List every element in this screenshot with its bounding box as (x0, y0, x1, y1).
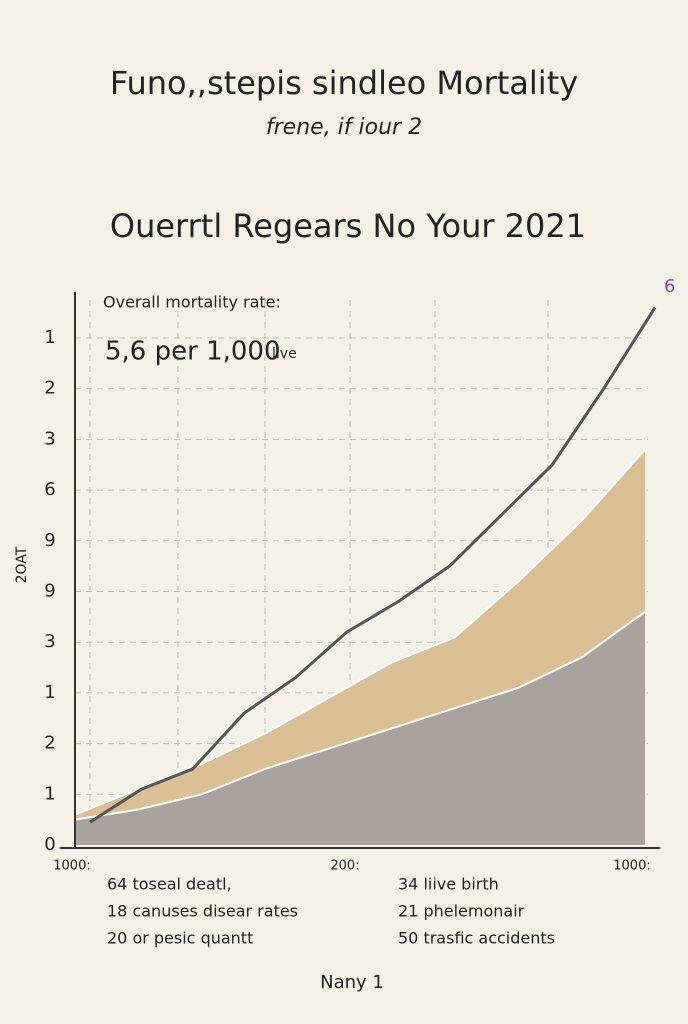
note: 50 trasfic accidents (398, 929, 555, 948)
x-tick-label: 1000: (53, 859, 90, 874)
annotation-value: 5,6 per 1,000 (105, 337, 281, 367)
heading: Ouerrtl Regears No Your 2021 (110, 207, 586, 245)
y-tick-label: 1 (44, 682, 55, 703)
line (89, 306, 657, 824)
corner-label: 6 (664, 276, 675, 297)
annotation-unit: live (272, 346, 297, 362)
y-tick-label: 3 (44, 631, 55, 652)
note: 34 liive birth (398, 875, 499, 894)
note: 18 canuses disear rates (107, 902, 298, 921)
x-tick-label: 1000: (613, 859, 650, 874)
x-tick-label: 200: (330, 859, 359, 874)
y-tick-label: 6 (44, 479, 55, 500)
y-tick-label: 0 (44, 834, 55, 855)
chart-title: Funo,,stepis sindleo Mortality (110, 64, 578, 102)
note: 20 or pesic quantt (107, 929, 253, 948)
y-tick-label: 1 (44, 783, 55, 804)
footer: Nany 1 (320, 972, 384, 993)
y-tick-label: 9 (44, 530, 55, 551)
y-tick-label: 1 (44, 327, 55, 348)
note: 64 toseal deatl, (107, 875, 232, 894)
area (75, 611, 645, 845)
y-tick-label: 2 (44, 733, 55, 754)
note: 21 phelemonair (398, 902, 525, 921)
y-tick-label: 2 (44, 378, 55, 399)
y-axis-label: 2OAT (14, 546, 30, 583)
y-tick-label: 3 (44, 428, 55, 449)
y-tick-label: 9 (44, 581, 55, 602)
area-edge (74, 610, 646, 821)
annotation-label: Overall mortality rate: (103, 293, 281, 312)
subtitle: frene, if iour 2 (266, 115, 422, 140)
